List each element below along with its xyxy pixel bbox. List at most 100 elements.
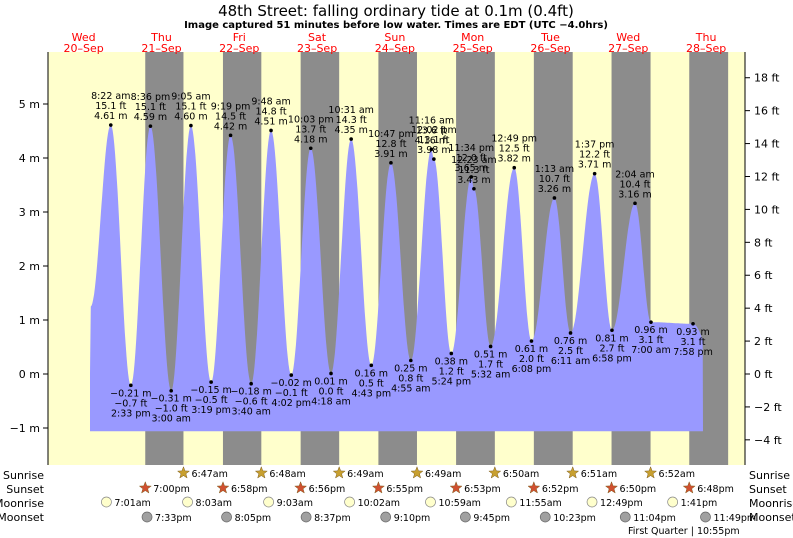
day-name: Tue [540,31,560,44]
moonset-time: 9:10pm [394,513,431,524]
left-tick-label: −1 m [10,422,40,435]
tide-label-line: −1.0 ft [155,404,188,415]
right-tick-label: 6 ft [754,269,773,282]
tide-label-line: 10.7 ft [539,174,570,185]
tide-label-line: 1:37 pm [575,140,615,151]
high-tide-point [228,133,233,138]
left-tick-label: 1 m [19,314,40,327]
chart-subtitle: Image captured 51 minutes before low wat… [184,20,608,31]
axes: −1 m 0 m 1 m 2 m 3 m 4 m 5 m −4 ft −2 ft 0 ft 2 ft… [10,52,782,465]
day-name: Wed [72,31,96,44]
low-tide-label: 0.76 m2.5 ft6:11 am [551,336,590,367]
low-tide-point [329,371,333,376]
high-tide-point [308,146,313,151]
tide-label-line: 0.8 ft [398,374,423,385]
tide-label-line: 1.2 ft [439,366,464,377]
moonset-time: 9:45pm [473,513,510,524]
low-tide-label: 0.96 m3.1 ft7:00 am [631,325,670,356]
moonrise-label-right: Moonrise [749,497,793,510]
tide-label-line: 6:11 am [551,356,590,367]
day-name: Thu [695,31,717,44]
sunrise-time: 6:48am [269,469,305,480]
sunset-time: 6:52pm [542,484,579,495]
low-tide-point [129,383,133,388]
tide-label-line: 7:58 pm [673,347,713,358]
tide-label-line: 12.2 ft [579,150,610,161]
tide-label-line: 6:58 pm [592,353,632,364]
low-tide-point [649,320,653,324]
tide-label-line: 4:02 pm [271,398,311,409]
moonrise-icon [344,496,355,508]
tide-label-line: 0.16 m [355,368,388,379]
day-date: 23–Sep [297,42,337,55]
low-tide-point [568,331,573,335]
tide-label-line: 11.3 ft [458,165,489,176]
tide-label-line: 4.16 m [415,135,448,146]
tide-label-line: 3.82 m [498,154,531,165]
tide-label-line: 4.18 m [294,134,327,145]
sunset-label-right: Sunset [749,483,787,496]
day-name: Sat [308,31,327,44]
tide-label-line: 3.1 ft [638,335,663,346]
day-name: Wed [616,31,640,44]
tide-label-line: 7:00 am [631,345,670,356]
sunset-icon [216,481,230,494]
tide-label-line: 3:40 am [231,407,270,418]
high-tide-point [269,128,273,133]
moonrise-icon [101,496,112,508]
low-tide-point [289,373,294,377]
tide-label-line: 13.6 ft [416,125,447,136]
low-tide-label: 0.16 m0.5 ft4:43 pm [351,368,391,399]
day-date: 27–Sep [608,42,648,55]
tide-label-line: 4.51 m [254,116,287,127]
moonset-icon [539,511,551,523]
tide-label-line: 3.91 m [374,149,407,160]
sunset-icon [294,481,308,494]
day-date: 24–Sep [375,42,415,55]
sunrise-time: 6:51am [581,469,617,480]
tide-label-line: −0.1 ft [275,388,308,399]
sunset-icon [527,481,541,494]
high-tide-point [592,171,597,176]
tide-label-line: 9:19 pm [211,101,251,112]
day-date: 28–Sep [686,42,726,55]
sunrise-time: 6:52am [659,469,695,480]
moonrise-time: 10:59am [438,498,480,509]
high-tide-point [469,175,474,179]
tide-label-line: 8:22 am [91,91,130,102]
right-tick-label: −4 ft [754,434,782,447]
tide-label-line: 2.0 ft [519,354,544,365]
high-tide-point [472,186,476,191]
tide-label-line: 12:02 pm [411,125,457,136]
tide-label-line: 1.7 ft [478,359,503,370]
tide-label-line: 8:36 pm [131,92,171,103]
tide-label-line: 0.76 m [554,336,587,347]
day-date: 22–Sep [219,42,259,55]
tide-label-line: 2.5 ft [558,346,583,357]
chart-title: 48th Street: falling ordinary tide at 0.… [218,2,574,20]
day-date: 20–Sep [64,42,104,55]
moonset-time: 8:05pm [235,513,272,524]
sunset-time: 6:55pm [386,484,423,495]
tide-label-line: 0.25 m [394,364,427,375]
moonrise-time: 1:41pm [681,498,718,509]
tide-label-line: 0.38 m [435,356,468,367]
sunrise-icon [254,466,268,479]
moonset-time: 11:49pm [714,513,757,524]
moonrise-time: 10:02am [358,498,400,509]
low-tide-point [169,388,173,393]
sunrise-label-left: Sunrise [3,469,44,482]
day-name: Thu [150,31,172,44]
high-tide-point [148,124,153,128]
